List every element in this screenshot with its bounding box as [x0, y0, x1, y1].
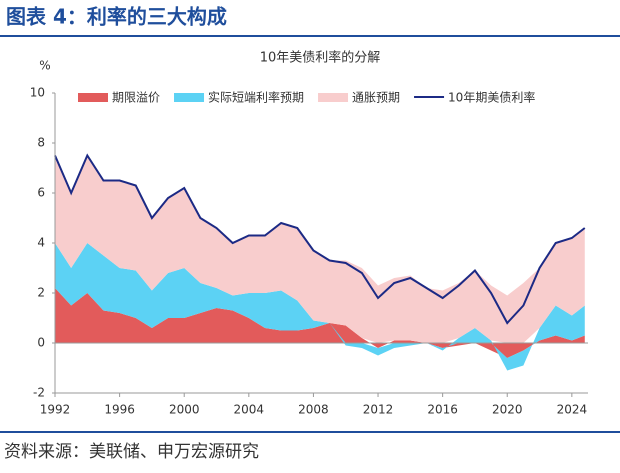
- legend-swatch: [78, 93, 108, 102]
- legend-label: 通胀预期: [352, 91, 400, 105]
- chart-title: 10年美债利率的分解: [260, 50, 381, 66]
- x-tick-label: 2000: [169, 403, 200, 417]
- area: [55, 243, 585, 371]
- y-tick-label: -2: [33, 386, 45, 400]
- legend-label: 实际短端利率预期: [208, 90, 304, 105]
- legend-label: 10年期美债利率: [448, 90, 535, 105]
- x-tick-label: 2016: [427, 403, 458, 417]
- x-tick-label: 2012: [363, 403, 394, 417]
- x-tick-label: 1992: [40, 403, 71, 417]
- y-tick-label: 4: [37, 236, 45, 250]
- source: 资料来源：美联储、申万宏源研究: [4, 442, 259, 462]
- x-tick-label: 1996: [104, 403, 135, 417]
- y-tick-label: 0: [37, 336, 45, 350]
- x-tick-label: 2024: [557, 403, 588, 417]
- legend-label: 期限溢价: [112, 91, 160, 105]
- y-tick-label: 8: [37, 136, 45, 150]
- x-tick-label: 2020: [492, 403, 523, 417]
- legend-swatch: [318, 93, 349, 102]
- line: [54, 153, 586, 325]
- y-tick-label: 2: [37, 286, 45, 300]
- y-tick-label: 10: [30, 86, 45, 100]
- legend-swatch: [174, 93, 205, 102]
- y-axis-label: %: [39, 59, 50, 73]
- header-title: 图表 4：利率的三大构成: [6, 5, 227, 29]
- x-tick-label: 2004: [234, 403, 265, 417]
- x-tick-label: 2008: [298, 403, 329, 417]
- y-tick-label: 6: [37, 186, 45, 200]
- area: [55, 288, 585, 358]
- area: [55, 155, 585, 343]
